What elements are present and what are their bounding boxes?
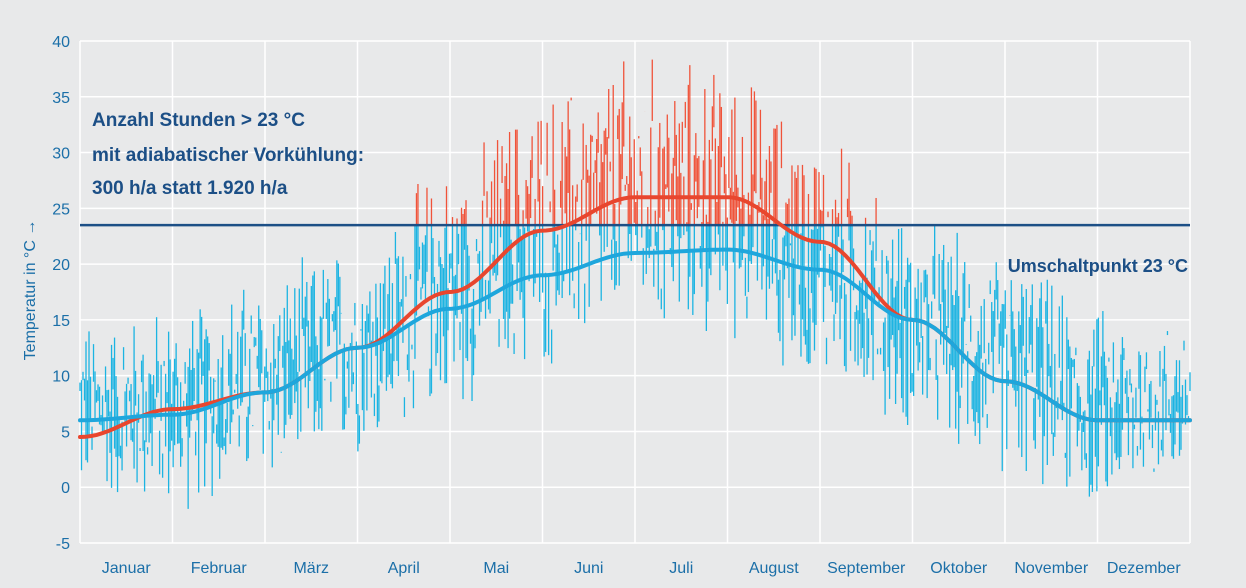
y-tick-label: -5 <box>56 536 70 553</box>
smoothed-trend-blue-line <box>78 247 1192 423</box>
annotation-line-2: mit adiabatischer Vorkühlung: <box>92 145 364 166</box>
x-tick-label: April <box>388 560 420 577</box>
x-tick-label: Januar <box>102 560 152 577</box>
y-tick-label: 5 <box>61 424 70 441</box>
y-tick-label: 40 <box>52 34 70 51</box>
x-tick-label: Dezember <box>1107 560 1181 577</box>
y-tick-label: 20 <box>52 257 70 274</box>
x-tick-label: Februar <box>191 560 248 577</box>
x-tick-label: August <box>749 560 799 577</box>
y-tick-label: 35 <box>52 90 70 107</box>
trend-curves <box>78 195 1192 439</box>
y-tick-label: 0 <box>61 480 70 497</box>
x-tick-label: Juli <box>669 560 693 577</box>
x-tick-label: Mai <box>483 560 509 577</box>
annotation-line-3: 300 h/a statt 1.920 h/a <box>92 178 288 199</box>
y-axis-label: Temperatur in °C → <box>22 220 39 361</box>
x-tick-label: März <box>293 560 329 577</box>
x-tick-label: Oktober <box>930 560 988 577</box>
annotation-line-1: Anzahl Stunden > 23 °C <box>92 110 305 131</box>
x-tick-label: November <box>1014 560 1088 577</box>
x-tick-label: Juni <box>574 560 603 577</box>
y-tick-label: 25 <box>52 201 70 218</box>
y-tick-label: 15 <box>52 313 70 330</box>
hourly-temperature-bars <box>79 59 1191 509</box>
axis-labels: -5 0 5 10 15 20 25 30 35 40 Januar Februar März April… <box>52 34 1181 577</box>
y-tick-label: 30 <box>52 146 70 163</box>
threshold-label: Umschaltpunkt 23 °C <box>1008 256 1188 276</box>
x-tick-label: September <box>827 560 906 577</box>
y-tick-label: 10 <box>52 369 70 386</box>
